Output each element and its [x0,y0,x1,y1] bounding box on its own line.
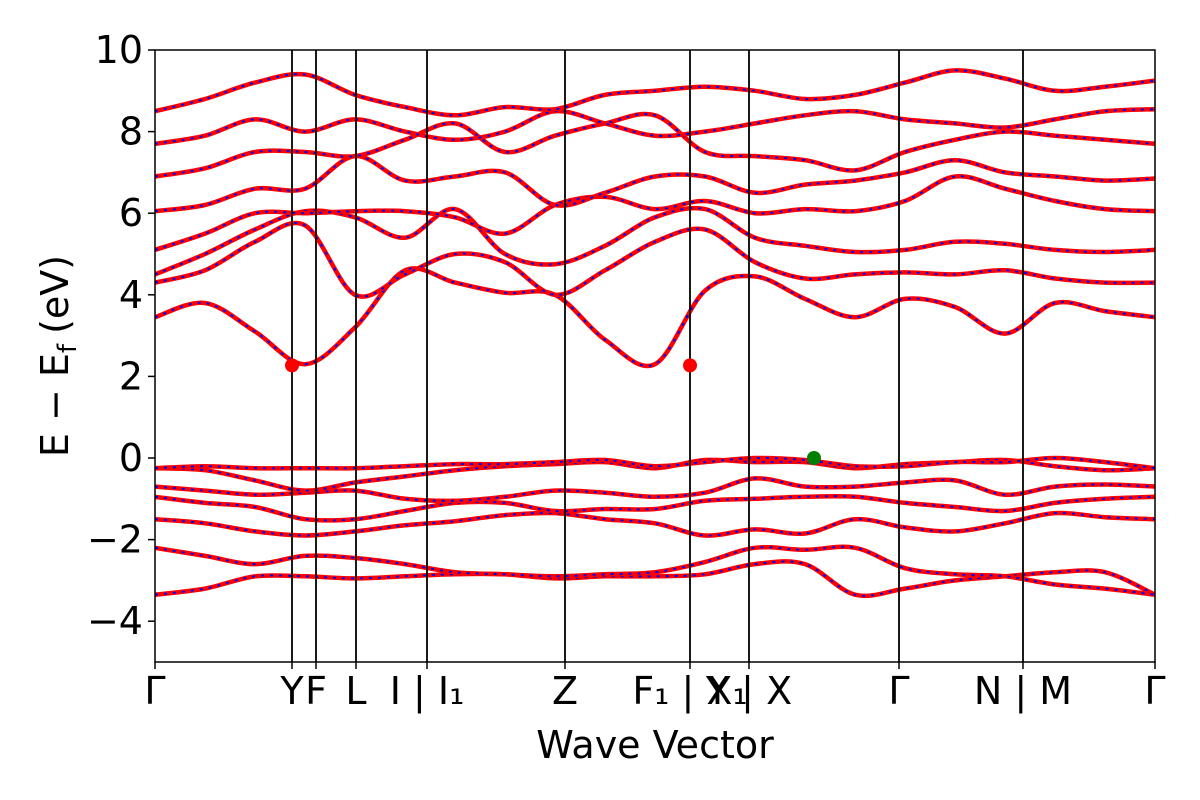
y-axis: −4 −2 0 2 4 6 8 10 [87,28,155,643]
cbm-marker-1 [285,358,299,373]
y-axis-title: E − Ef (eV) [33,255,83,457]
band-2-dashed-line [155,545,1155,596]
band-12-line [155,153,1155,214]
x-tick-label-6: Z [552,669,578,713]
plot-frame [154,49,1156,663]
band-5-dashed-line [155,477,1155,502]
y-axis-title-unit: (eV) [33,255,77,334]
x-tick-label-10: N | M [974,669,1072,714]
band-3-line [155,510,1155,538]
y-axis-title-main: E − E [33,353,77,457]
x-tick-label-8: Y | X [705,669,792,714]
band-13-line [155,111,1155,179]
y-tick-label-4: 2 [119,354,143,398]
band-8-line [155,266,1155,369]
band-1-dashed-line [155,560,1155,597]
band-14-dashed-line [155,108,1155,145]
y-tick-label-3: 0 [119,436,143,480]
x-tick-label-3: F [305,669,327,713]
y-tick-label-5: 4 [119,273,143,317]
band-12-dashed-line [155,155,1155,213]
high-symmetry-lines [291,50,1024,662]
x-tick-label-7: F₁ | X₁ [632,669,747,714]
vbm-marker [807,451,821,465]
x-tick-label-11: Γ [1144,669,1165,713]
band-9-dashed-line [155,222,1155,298]
band-13-dashed-line [155,113,1155,178]
band-4-dashed-line [155,495,1155,522]
x-tick-label-4: L [345,669,366,713]
band-edge-markers [285,358,821,465]
y-tick-label-2: −2 [87,518,143,562]
x-tick-label-9: Γ [888,669,909,713]
x-tick-label-2: Y [279,669,304,713]
band-15-line [155,68,1155,118]
band-2-line [155,544,1155,597]
band-1-line [155,559,1155,599]
y-axis-title-subscript: f [53,343,83,353]
x-axis-title: Wave Vector [536,723,774,767]
y-tick-label-1: −4 [87,599,143,643]
cbm-marker-2 [683,358,697,373]
y-tick-label-8: 10 [95,28,143,72]
band-7-dashed-line [155,456,1155,470]
band-9-line [155,220,1155,299]
y-tick-label-7: 8 [119,110,143,154]
bands-layer [155,68,1155,599]
band-11-dashed-line [155,175,1155,251]
band-10-dashed-line [155,207,1155,276]
band-8-dashed-line [155,267,1155,367]
x-tick-label-1: Γ [144,669,165,713]
x-tick-label-5: I | I₁ [390,669,465,714]
y-tick-label-6: 6 [119,191,143,235]
band-15-dashed-line [155,69,1155,117]
